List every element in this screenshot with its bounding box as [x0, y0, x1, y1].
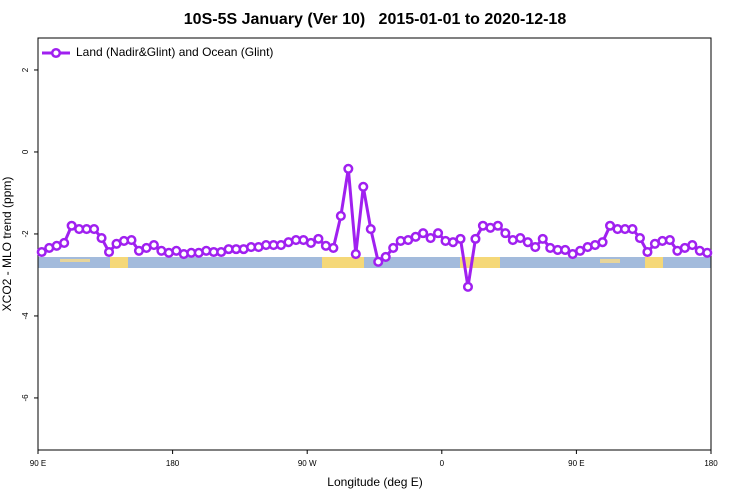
data-point — [148, 239, 159, 251]
data-point — [380, 251, 391, 262]
y-tick-label: -4 — [21, 312, 30, 320]
x-tick-label: 180 — [704, 459, 718, 468]
x-tick-label: 90 E — [568, 459, 584, 468]
data-point — [418, 228, 429, 239]
plot-frame — [37, 37, 712, 451]
data-point — [126, 235, 137, 246]
data-point — [530, 242, 541, 253]
data-point — [642, 246, 653, 258]
data-point — [425, 233, 436, 244]
data-point — [537, 233, 548, 244]
x-axis-label: Longitude (deg E) — [327, 475, 422, 489]
x-tick-label: 90 E — [30, 459, 46, 468]
data-point — [492, 220, 503, 231]
data-point — [313, 233, 324, 244]
y-tick-label: 0 — [21, 149, 30, 154]
x-tick-label: 0 — [440, 459, 445, 468]
data-point — [455, 233, 466, 244]
data-point — [470, 233, 481, 244]
legend-marker — [50, 47, 62, 59]
data-point — [597, 237, 608, 248]
data-point — [627, 223, 638, 235]
data-point — [575, 245, 586, 256]
data-point — [634, 233, 646, 244]
data-point — [462, 281, 474, 292]
data-point — [687, 239, 698, 251]
chart-title: 10S-5S January (Ver 10) 2015-01-01 to 20… — [184, 11, 567, 28]
x-tick-label: 90 W — [298, 459, 317, 468]
data-point — [103, 246, 115, 258]
y-axis-label: XCO2 - MLO trend (ppm) — [0, 177, 14, 312]
data-point — [335, 210, 346, 221]
data-point — [89, 223, 100, 235]
data-point — [350, 248, 361, 260]
x-tick-label: 180 — [166, 459, 180, 468]
y-tick-label: -6 — [21, 394, 30, 402]
data-point — [358, 181, 369, 192]
data-point — [373, 256, 384, 267]
data-point — [500, 228, 511, 239]
data-point — [515, 233, 526, 244]
data-point — [328, 242, 339, 253]
y-tick-label: -2 — [21, 230, 30, 238]
y-tick-label: 2 — [21, 67, 30, 72]
legend-label: Land (Nadir&Glint) and Ocean (Glint) — [76, 45, 273, 59]
data-point — [96, 233, 107, 244]
data-point — [664, 235, 675, 246]
data-point — [305, 237, 316, 249]
data-point — [560, 244, 571, 255]
data-point — [410, 231, 421, 242]
data-point — [433, 228, 444, 239]
data-point — [702, 247, 713, 258]
data-point — [388, 242, 399, 253]
data-point — [365, 223, 376, 235]
data-point — [59, 237, 70, 249]
data-point — [343, 163, 354, 174]
data-point — [36, 246, 47, 258]
data-point — [522, 237, 533, 248]
